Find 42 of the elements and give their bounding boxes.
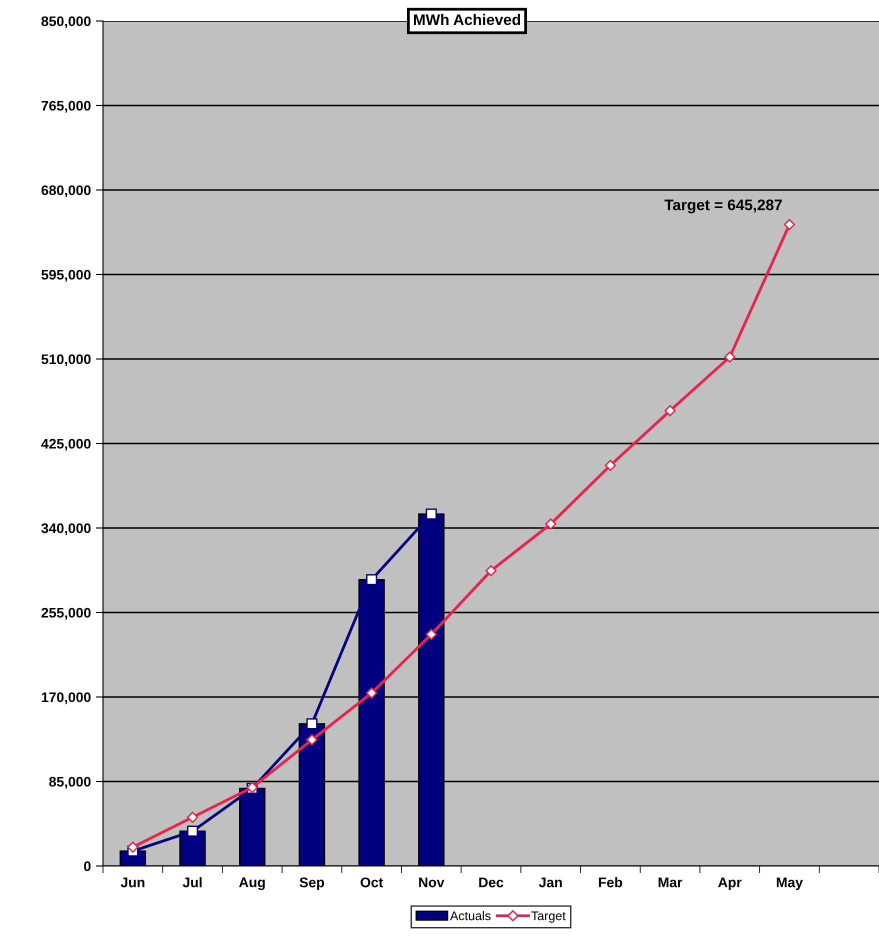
legend-label: Actuals xyxy=(450,911,491,920)
y-tick-label: 255,000 xyxy=(41,608,91,620)
x-tick-label: Sep xyxy=(300,877,324,890)
point xyxy=(426,628,437,640)
x-tick-label: Apr xyxy=(718,878,742,890)
point xyxy=(186,812,198,823)
point xyxy=(545,518,556,530)
chart-title: MWh Achieved xyxy=(414,14,520,26)
y-tick-label: 850,000 xyxy=(41,16,91,28)
point xyxy=(426,508,437,520)
x-tick-label: Jul xyxy=(182,877,202,888)
annotation: Target = 645,287 xyxy=(664,199,782,214)
y-tick-label: 595,000 xyxy=(41,270,91,282)
point xyxy=(604,460,616,471)
point xyxy=(127,842,138,853)
point xyxy=(784,218,796,230)
point xyxy=(306,734,318,746)
y-tick-label: 340,000 xyxy=(41,523,91,536)
point xyxy=(186,826,198,837)
x-tick-label: Jun xyxy=(120,878,144,888)
point xyxy=(306,718,318,730)
point xyxy=(485,565,497,576)
x-tick-label: Aug xyxy=(239,878,265,890)
y-tick-label: 425,000 xyxy=(41,438,91,451)
y-tick-label: 0 xyxy=(84,861,91,872)
y-tick-label: 510,000 xyxy=(41,354,91,366)
point xyxy=(664,405,676,416)
point xyxy=(724,351,736,363)
y-tick-label: 765,000 xyxy=(42,100,91,113)
point xyxy=(366,574,378,586)
x-tick-label: Dec xyxy=(479,878,504,888)
x-tick-label: May xyxy=(776,878,803,890)
x-tick-label: Mar xyxy=(658,878,682,888)
point xyxy=(366,687,378,699)
y-tick-label: 170,000 xyxy=(42,692,91,704)
x-tick-label: Feb xyxy=(598,877,622,888)
y-tick-label: 85,000 xyxy=(49,776,91,789)
x-tick-label: Oct xyxy=(360,877,384,888)
y-tick-label: 680,000 xyxy=(42,185,91,198)
legend-label: Target xyxy=(531,912,566,923)
x-tick-label: Jan xyxy=(538,878,562,888)
x-tick-label: Nov xyxy=(419,878,444,888)
